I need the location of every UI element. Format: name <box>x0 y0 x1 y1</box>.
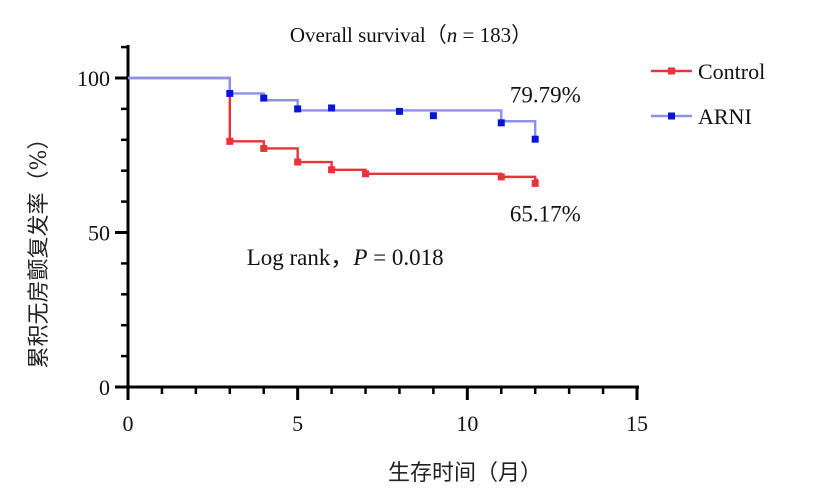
arni-censor-marker <box>531 135 539 143</box>
arni-final-annotation: 79.79% <box>510 83 581 108</box>
legend-control-marker <box>668 67 675 75</box>
title-post: = 183） <box>457 23 532 47</box>
legend-control-label: Control <box>698 59 765 84</box>
x-minor-ticks <box>160 387 605 394</box>
x-tick-label: 5 <box>292 411 303 436</box>
control-censor-marker <box>497 173 505 181</box>
arni-censor-marker <box>260 94 268 102</box>
control-censor-marker <box>362 170 370 178</box>
axes <box>126 45 639 389</box>
title-pre: Overall survival（ <box>290 23 447 47</box>
y-axis-title: 累积无房颤复发率（%） <box>27 128 52 369</box>
arni-censor-marker <box>429 112 437 120</box>
series-layer <box>128 76 539 187</box>
chart-title: Overall survival（n = 183） <box>290 23 532 47</box>
arni-censor-marker <box>395 107 403 115</box>
control-censor-marker <box>260 144 268 152</box>
y-tick-label: 50 <box>88 221 110 246</box>
legend: Control ARNI <box>651 59 765 129</box>
y-minor-ticks <box>121 45 128 358</box>
legend-arni-marker <box>668 112 675 120</box>
x-major-ticks: 0 5 10 15 <box>123 387 648 436</box>
arni-censor-marker <box>328 104 336 112</box>
y-major-ticks: 0 50 100 <box>77 66 128 400</box>
control-final-annotation: 65.17% <box>510 202 581 227</box>
log-rank-annotation: Log rank，P = 0.018 <box>247 245 444 270</box>
y-tick-label: 0 <box>99 375 110 400</box>
arni-censor-marker <box>226 89 234 97</box>
title-n: n <box>447 23 458 47</box>
arni-censor-marker <box>497 119 505 127</box>
log-rank-p: P <box>352 245 367 270</box>
x-tick-label: 0 <box>123 411 134 436</box>
control-censor-marker <box>226 137 234 145</box>
control-censor-marker <box>294 158 302 166</box>
log-rank-post: = 0.018 <box>367 245 443 270</box>
log-rank-pre: Log rank， <box>247 245 354 270</box>
x-axis-title: 生存时间（月） <box>388 461 542 486</box>
arni-censor-marker <box>294 105 302 113</box>
control-censor-marker <box>328 166 336 174</box>
arni-survival-line <box>128 76 537 141</box>
control-censor-marker <box>531 179 539 187</box>
x-tick-label: 15 <box>626 411 648 436</box>
y-tick-label: 100 <box>77 66 110 91</box>
x-tick-label: 10 <box>456 411 478 436</box>
legend-arni-label: ARNI <box>698 104 752 129</box>
